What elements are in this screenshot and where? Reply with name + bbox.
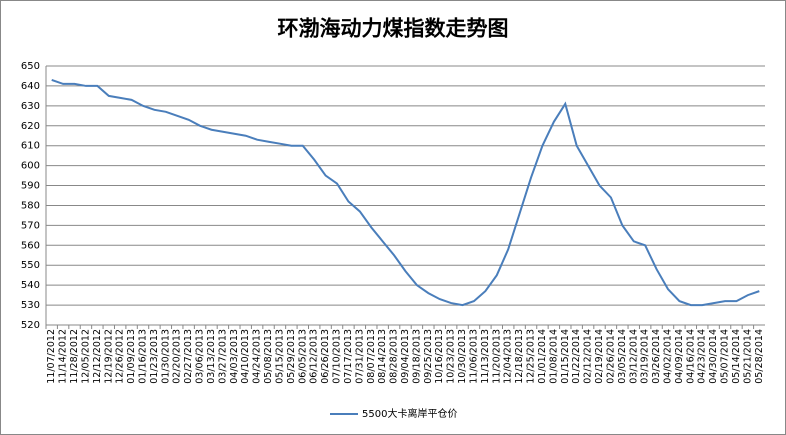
x-tick-label: 09/25/2013 — [423, 329, 434, 384]
x-tick-label: 05/28/2014 — [754, 329, 765, 384]
x-tick-label: 05/14/2014 — [731, 329, 742, 384]
x-tick-label: 04/09/2014 — [674, 329, 685, 384]
x-tick-label: 10/16/2013 — [434, 329, 445, 384]
x-tick-label: 02/12/2014 — [583, 329, 594, 384]
x-tick-label: 06/12/2013 — [309, 329, 320, 384]
x-tick-label: 04/03/2013 — [229, 329, 240, 384]
x-tick-label: 04/10/2013 — [240, 329, 251, 384]
y-tick-label: 550 — [21, 260, 40, 271]
x-tick-label: 04/16/2014 — [685, 329, 696, 384]
x-tick-label: 05/15/2013 — [274, 329, 285, 384]
line — [51, 79, 760, 307]
x-tick-label: 12/26/2012 — [115, 329, 126, 384]
x-tick-label: 12/12/2012 — [92, 329, 103, 384]
x-tick-label: 03/05/2014 — [617, 329, 628, 384]
x-tick-label: 11/06/2013 — [468, 329, 479, 384]
x-tick-label: 01/09/2013 — [126, 329, 137, 384]
chart-title: 环渤海动力煤指数走势图 — [278, 16, 509, 41]
x-tick-label: 01/01/2014 — [537, 329, 548, 384]
y-tick-label: 610 — [21, 141, 40, 152]
x-tick-label: 08/14/2013 — [377, 329, 388, 384]
y-tick-label: 600 — [21, 161, 40, 172]
x-tick-label: 07/31/2013 — [354, 329, 365, 384]
x-tick-label: 03/26/2014 — [651, 329, 662, 384]
x-tick-label: 04/23/2014 — [697, 329, 708, 384]
x-tick-label: 09/04/2013 — [400, 329, 411, 384]
x-tick-label: 02/26/2014 — [605, 329, 616, 384]
x-tick-label: 12/05/2012 — [80, 329, 91, 384]
x-tick-label: 11/07/2012 — [46, 329, 57, 384]
x-tick-label: 03/12/2014 — [628, 329, 639, 384]
x-tick-label: 06/26/2013 — [320, 329, 331, 384]
x-tick-label: 05/21/2014 — [742, 329, 753, 384]
x-tick-label: 04/30/2014 — [708, 329, 719, 384]
x-tick-label: 11/28/2012 — [69, 329, 80, 384]
x-tick-label: 08/07/2013 — [366, 329, 377, 384]
x-tick-label: 02/27/2013 — [183, 329, 194, 384]
x-tick-label: 04/24/2013 — [252, 329, 263, 384]
x-tick-label: 11/20/2013 — [491, 329, 502, 384]
x-tick-label: 02/20/2013 — [172, 329, 183, 384]
y-tick-label: 590 — [21, 181, 40, 192]
x-tick-label: 11/13/2013 — [480, 329, 491, 384]
y-tick-label: 650 — [21, 61, 40, 72]
x-tick-label: 03/19/2014 — [640, 329, 651, 384]
x-tick-label: 01/08/2014 — [548, 329, 559, 384]
x-tick-label: 02/19/2014 — [594, 329, 605, 384]
y-tick-label: 640 — [21, 81, 40, 92]
y-tick-label: 520 — [21, 320, 40, 331]
x-tick-label: 07/17/2013 — [343, 329, 354, 384]
y-tick-label: 570 — [21, 220, 40, 231]
x-tick-label: 11/14/2012 — [58, 329, 69, 384]
y-tick-label: 530 — [21, 300, 40, 311]
y-tick-label: 630 — [21, 101, 40, 112]
x-tick-label: 09/18/2013 — [411, 329, 422, 384]
x-tick-label: 10/23/2013 — [446, 329, 457, 384]
x-tick-label: 06/05/2013 — [297, 329, 308, 384]
y-tick-label: 580 — [21, 200, 40, 211]
y-tick-label: 540 — [21, 280, 40, 291]
x-tick-label: 07/10/2013 — [332, 329, 343, 384]
x-tick-label: 04/02/2014 — [662, 329, 673, 384]
y-tick-label: 620 — [21, 121, 40, 132]
x-tick-label: 01/22/2014 — [571, 329, 582, 384]
x-tick-label: 03/27/2013 — [217, 329, 228, 384]
x-tick-label: 12/25/2013 — [526, 329, 537, 384]
x-tick-label: 05/08/2013 — [263, 329, 274, 384]
x-tick-label: 12/19/2012 — [103, 329, 114, 384]
y-tick-label: 560 — [21, 240, 40, 251]
x-tick-label: 03/06/2013 — [195, 329, 206, 384]
x-tick-label: 05/07/2014 — [720, 329, 731, 384]
x-tick-label: 01/16/2013 — [138, 329, 149, 384]
x-tick-label: 01/15/2014 — [560, 329, 571, 384]
x-tick-label: 10/30/2013 — [457, 329, 468, 384]
x-tick-label: 12/04/2013 — [503, 329, 514, 384]
x-tick-label: 01/30/2013 — [160, 329, 171, 384]
x-tick-label: 12/18/2013 — [514, 329, 525, 384]
x-tick-label: 08/28/2013 — [389, 329, 400, 384]
x-tick-label: 05/29/2013 — [286, 329, 297, 384]
x-tick-label: 03/13/2013 — [206, 329, 217, 384]
x-tick-label: 01/23/2013 — [149, 329, 160, 384]
legend-label: 5500大卡离岸平仓价 — [362, 407, 457, 420]
